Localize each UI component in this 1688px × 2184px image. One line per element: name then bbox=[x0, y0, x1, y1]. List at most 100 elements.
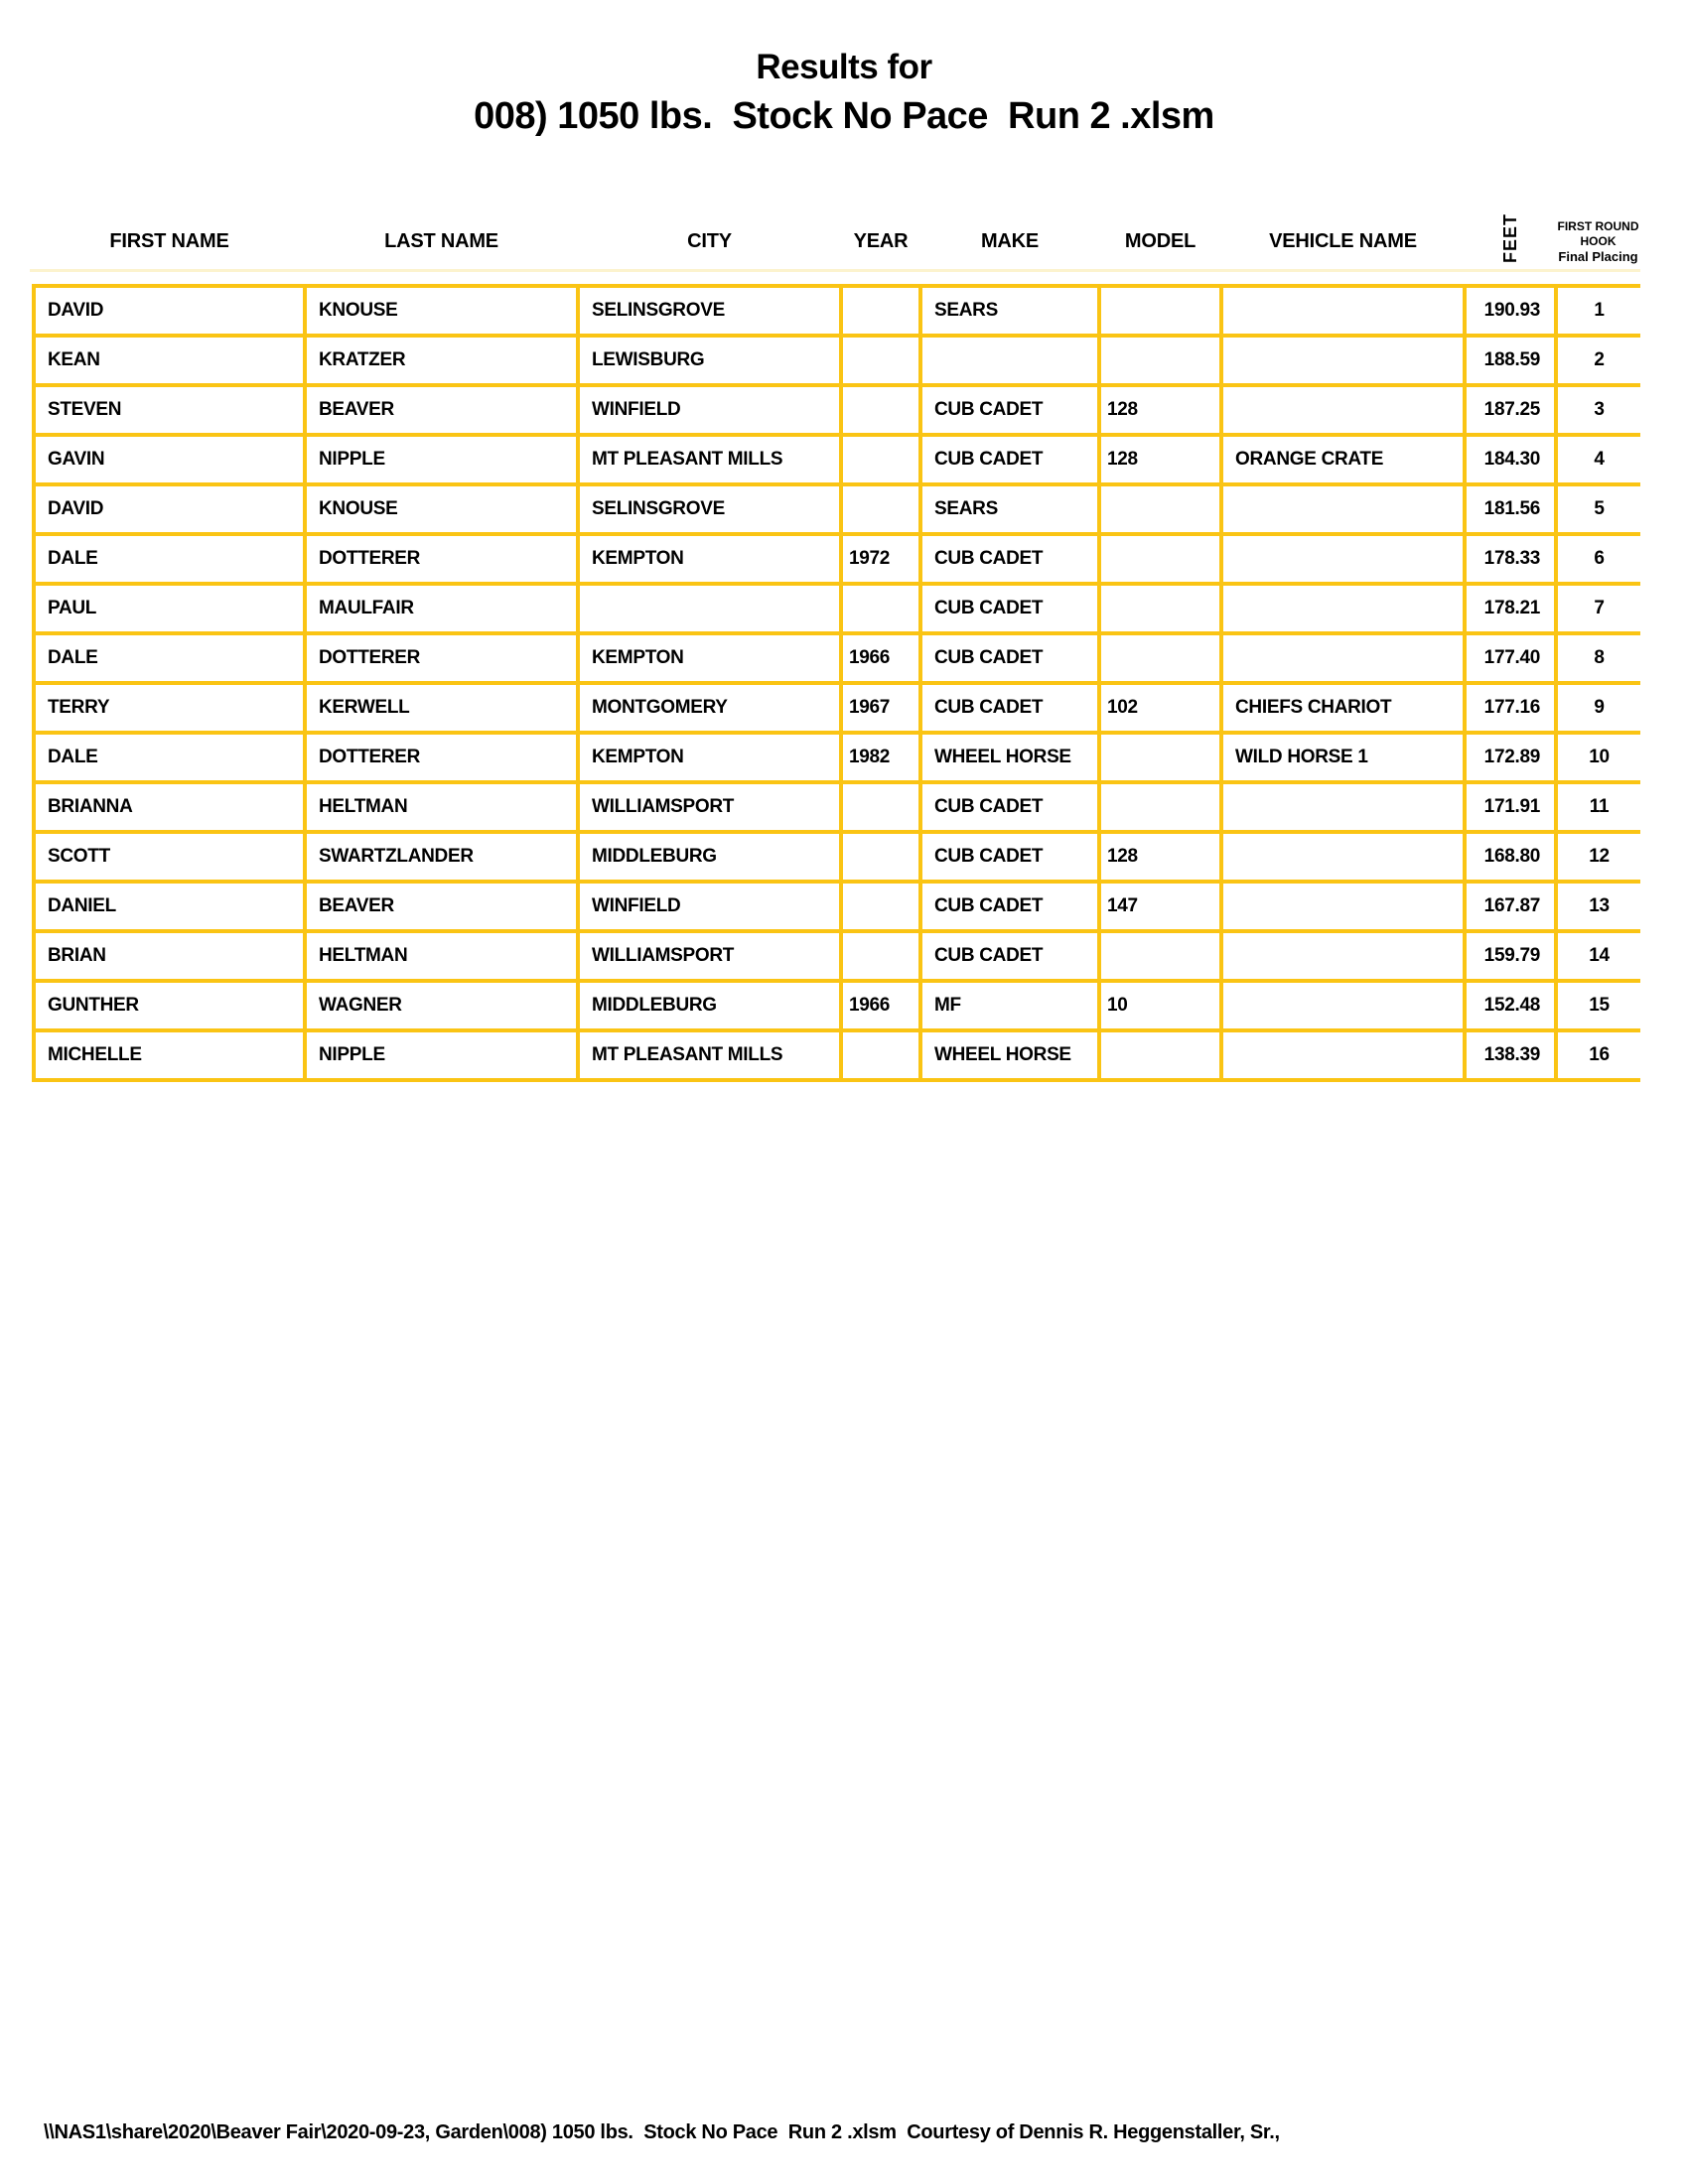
cell-make: WHEEL HORSE bbox=[918, 1028, 1101, 1082]
cell-year bbox=[839, 383, 922, 437]
cell-city: KEMPTON bbox=[576, 532, 843, 586]
cell-last-name: BEAVER bbox=[303, 880, 580, 933]
cell-model bbox=[1097, 929, 1223, 983]
cell-year bbox=[839, 334, 922, 387]
cell-vehicle-name bbox=[1219, 880, 1467, 933]
cell-year bbox=[839, 780, 922, 834]
cell-final-placing: 7 bbox=[1554, 582, 1640, 635]
cell-vehicle-name bbox=[1219, 482, 1467, 536]
table-row: DALE DOTTERER KEMPTON 1982 WHEEL HORSE W… bbox=[32, 731, 1640, 784]
cell-vehicle-name bbox=[1219, 979, 1467, 1032]
cell-first-name: DAVID bbox=[32, 482, 307, 536]
cell-final-placing: 6 bbox=[1554, 532, 1640, 586]
results-table: FIRST NAME LAST NAME CITY YEAR MAKE MODE… bbox=[32, 199, 1640, 1082]
cell-last-name: HELTMAN bbox=[303, 929, 580, 983]
cell-model: 128 bbox=[1097, 383, 1223, 437]
cell-city: MIDDLEBURG bbox=[576, 979, 843, 1032]
cell-vehicle-name bbox=[1219, 631, 1467, 685]
cell-vehicle-name: CHIEFS CHARIOT bbox=[1219, 681, 1467, 735]
cell-vehicle-name: ORANGE CRATE bbox=[1219, 433, 1467, 486]
cell-last-name: NIPPLE bbox=[303, 433, 580, 486]
table-row: KEAN KRATZER LEWISBURG 188.59 2 bbox=[32, 334, 1640, 387]
cell-feet: 152.48 bbox=[1463, 979, 1558, 1032]
cell-last-name: KERWELL bbox=[303, 681, 580, 735]
cell-feet: 184.30 bbox=[1463, 433, 1558, 486]
cell-first-name: SCOTT bbox=[32, 830, 307, 884]
results-table-body: DAVID KNOUSE SELINSGROVE SEARS 190.93 1 … bbox=[32, 284, 1640, 1082]
cell-first-name: GUNTHER bbox=[32, 979, 307, 1032]
cell-first-name: PAUL bbox=[32, 582, 307, 635]
cell-make: CUB CADET bbox=[918, 631, 1101, 685]
cell-model bbox=[1097, 631, 1223, 685]
cell-final-placing: 15 bbox=[1554, 979, 1640, 1032]
cell-make: CUB CADET bbox=[918, 532, 1101, 586]
cell-make: CUB CADET bbox=[918, 880, 1101, 933]
cell-model bbox=[1097, 284, 1223, 338]
cell-year bbox=[839, 482, 922, 536]
cell-city: KEMPTON bbox=[576, 731, 843, 784]
cell-year: 1966 bbox=[839, 631, 922, 685]
cell-feet: 167.87 bbox=[1463, 880, 1558, 933]
cell-make: CUB CADET bbox=[918, 433, 1101, 486]
cell-model bbox=[1097, 582, 1223, 635]
cell-vehicle-name bbox=[1219, 383, 1467, 437]
cell-model bbox=[1097, 780, 1223, 834]
cell-vehicle-name bbox=[1219, 780, 1467, 834]
hook-header-line3: Final Placing bbox=[1558, 248, 1638, 264]
cell-make: SEARS bbox=[918, 284, 1101, 338]
cell-feet: 138.39 bbox=[1463, 1028, 1558, 1082]
cell-make: MF bbox=[918, 979, 1101, 1032]
cell-year bbox=[839, 1028, 922, 1082]
cell-model: 147 bbox=[1097, 880, 1223, 933]
cell-city: KEMPTON bbox=[576, 631, 843, 685]
cell-final-placing: 16 bbox=[1554, 1028, 1640, 1082]
cell-vehicle-name bbox=[1219, 582, 1467, 635]
cell-first-name: DAVID bbox=[32, 284, 307, 338]
cell-city: MIDDLEBURG bbox=[576, 830, 843, 884]
cell-vehicle-name bbox=[1219, 334, 1467, 387]
cell-model bbox=[1097, 1028, 1223, 1082]
cell-final-placing: 14 bbox=[1554, 929, 1640, 983]
cell-city: MONTGOMERY bbox=[576, 681, 843, 735]
cell-model bbox=[1097, 482, 1223, 536]
cell-year: 1966 bbox=[839, 979, 922, 1032]
cell-final-placing: 9 bbox=[1554, 681, 1640, 735]
cell-model: 102 bbox=[1097, 681, 1223, 735]
cell-feet: 178.21 bbox=[1463, 582, 1558, 635]
cell-city: SELINSGROVE bbox=[576, 284, 843, 338]
table-row: DANIEL BEAVER WINFIELD CUB CADET 147 167… bbox=[32, 880, 1640, 933]
cell-final-placing: 2 bbox=[1554, 334, 1640, 387]
page-subtitle: 008) 1050 lbs. Stock No Pace Run 2 .xlsm bbox=[474, 95, 1214, 137]
cell-first-name: MICHELLE bbox=[32, 1028, 307, 1082]
table-row: PAUL MAULFAIR CUB CADET 178.21 7 bbox=[32, 582, 1640, 635]
hook-header-line1: FIRST ROUND bbox=[1557, 218, 1639, 233]
cell-first-name: DANIEL bbox=[32, 880, 307, 933]
cell-model: 128 bbox=[1097, 433, 1223, 486]
cell-first-name: GAVIN bbox=[32, 433, 307, 486]
cell-year bbox=[839, 582, 922, 635]
cell-year: 1972 bbox=[839, 532, 922, 586]
table-row: BRIANNA HELTMAN WILLIAMSPORT CUB CADET 1… bbox=[32, 780, 1640, 834]
header-divider-rule bbox=[30, 269, 1640, 272]
footer-file-path: \\NAS1\share\2020\Beaver Fair\2020-09-23… bbox=[44, 2121, 1280, 2143]
table-row: TERRY KERWELL MONTGOMERY 1967 CUB CADET … bbox=[32, 681, 1640, 735]
cell-last-name: NIPPLE bbox=[303, 1028, 580, 1082]
cell-model bbox=[1097, 334, 1223, 387]
cell-model: 128 bbox=[1097, 830, 1223, 884]
cell-feet: 177.40 bbox=[1463, 631, 1558, 685]
cell-feet: 168.80 bbox=[1463, 830, 1558, 884]
table-row: BRIAN HELTMAN WILLIAMSPORT CUB CADET 159… bbox=[32, 929, 1640, 983]
cell-final-placing: 11 bbox=[1554, 780, 1640, 834]
cell-city: LEWISBURG bbox=[576, 334, 843, 387]
cell-year bbox=[839, 929, 922, 983]
cell-feet: 178.33 bbox=[1463, 532, 1558, 586]
column-header-last-name: LAST NAME bbox=[384, 229, 498, 252]
cell-final-placing: 10 bbox=[1554, 731, 1640, 784]
table-row: SCOTT SWARTZLANDER MIDDLEBURG CUB CADET … bbox=[32, 830, 1640, 884]
cell-feet: 190.93 bbox=[1463, 284, 1558, 338]
cell-year: 1982 bbox=[839, 731, 922, 784]
cell-first-name: BRIAN bbox=[32, 929, 307, 983]
cell-make: CUB CADET bbox=[918, 383, 1101, 437]
table-row: GAVIN NIPPLE MT PLEASANT MILLS CUB CADET… bbox=[32, 433, 1640, 486]
cell-feet: 181.56 bbox=[1463, 482, 1558, 536]
